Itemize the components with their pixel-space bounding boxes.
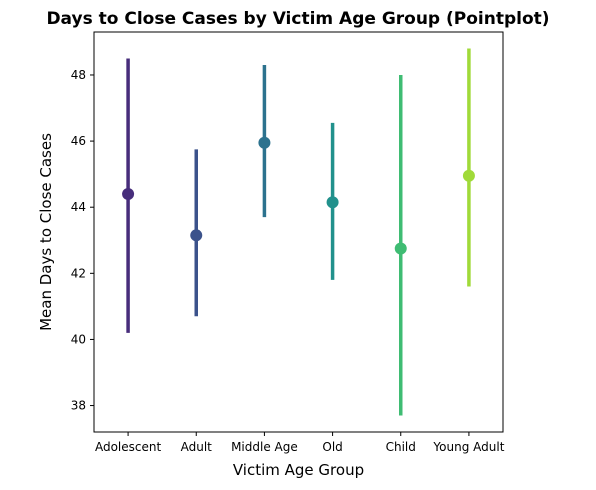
x-axis: Adolescent Adult Middle Age Old Child Young A… [95, 432, 505, 454]
point-young-adult [462, 169, 475, 182]
y-tick-label: 48 [71, 68, 86, 82]
x-axis-label: Victim Age Group [233, 461, 364, 479]
x-tick-label: Middle Age [231, 440, 298, 454]
y-tick-label: 38 [71, 399, 86, 413]
y-tick-label: 42 [71, 266, 86, 280]
x-tick-label: Adult [181, 440, 213, 454]
chart-marks [122, 48, 475, 416]
point-middle-age [258, 136, 271, 149]
x-tick-label: Adolescent [95, 440, 162, 454]
plot-frame [93, 31, 504, 433]
x-tick-label: Young Adult [432, 440, 504, 454]
y-tick-label: 46 [71, 134, 86, 148]
x-tick-label: Child [386, 440, 416, 454]
point-adolescent [122, 187, 135, 200]
point-child [394, 242, 407, 255]
x-tick-label: Old [322, 440, 342, 454]
y-tick-label: 40 [71, 332, 86, 346]
y-axis-label: Mean Days to Close Cases [37, 133, 55, 331]
y-tick-label: 44 [71, 200, 86, 214]
y-axis: 38 40 42 44 46 48 [71, 68, 94, 413]
point-old [326, 196, 339, 209]
chart-title: Days to Close Cases by Victim Age Group … [46, 9, 549, 29]
point-adult [190, 229, 203, 242]
